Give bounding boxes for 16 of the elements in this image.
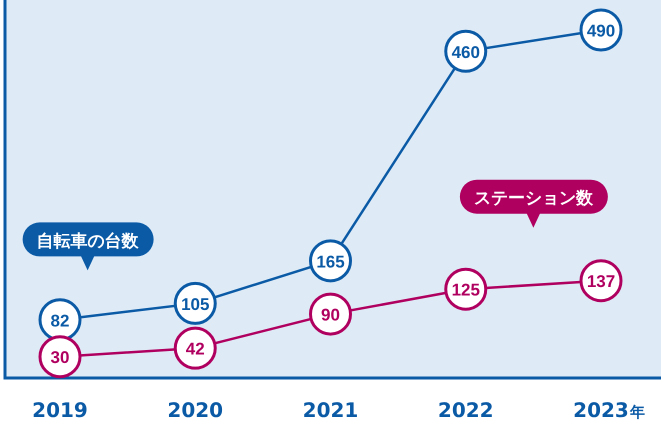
data-label: 30 [50,348,70,368]
x-tick-label: 2022 [438,398,494,422]
data-label: 82 [50,311,70,330]
data-label: 125 [452,280,480,300]
x-tick-label: 2021 [302,398,358,422]
data-label: 137 [586,272,616,292]
data-label: 460 [452,42,480,62]
data-label: 165 [316,252,345,272]
data-label: 90 [321,306,340,325]
data-label: 490 [586,22,616,40]
data-label: 105 [181,294,210,314]
x-tick-label: 2020 [167,398,224,422]
x-tick-label: 2019 [32,398,88,422]
data-label: 42 [186,340,205,359]
x-axis-title: 年 [628,403,645,421]
x-tick-label: 2023 [573,398,629,422]
